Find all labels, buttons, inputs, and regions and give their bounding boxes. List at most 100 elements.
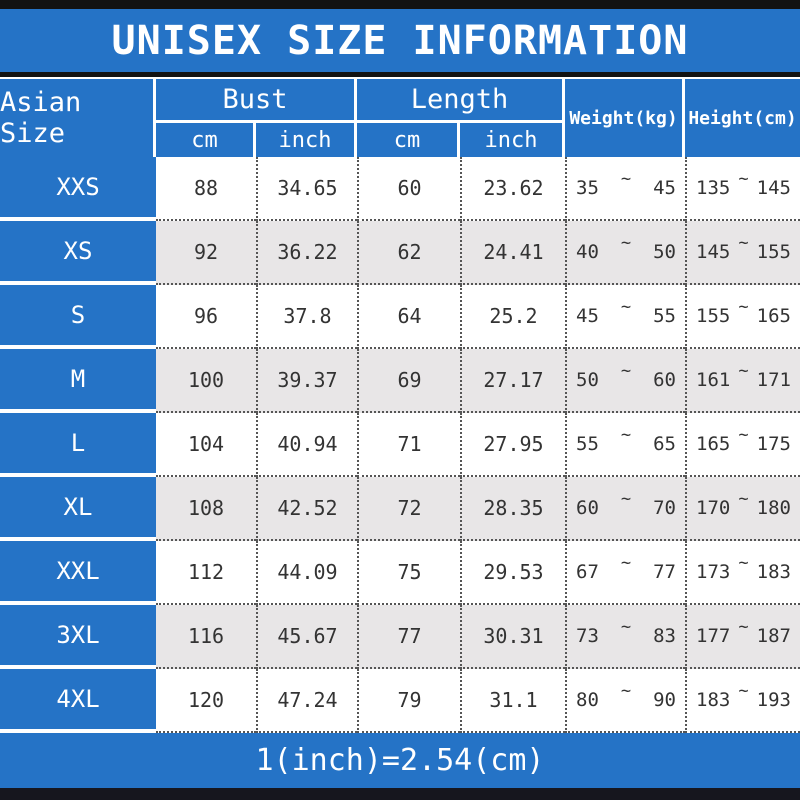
tilde-separator: ~ xyxy=(620,361,632,381)
header-height: Height(cm) xyxy=(685,79,800,157)
weight-range-cell: 45 ~55 xyxy=(565,285,685,349)
weight-range-cell: 80 ~90 xyxy=(565,669,685,733)
weight-min: 45 xyxy=(576,305,599,327)
table-header: Asian Size Bust Length Weight(kg) Height… xyxy=(0,79,800,157)
height-min: 170 xyxy=(696,497,731,519)
height-min: 161 xyxy=(696,369,731,391)
weight-range-cell: 35 ~45 xyxy=(565,157,685,221)
value-cell: 23.62 xyxy=(460,157,565,221)
height-range-cell: 135 ~145 xyxy=(685,157,800,221)
value-cell: 29.53 xyxy=(460,541,565,605)
value-cell: 112 xyxy=(156,541,256,605)
height-range-cell: 173 ~183 xyxy=(685,541,800,605)
weight-max: 65 xyxy=(653,433,676,455)
title-divider xyxy=(0,72,800,77)
tilde-separator: ~ xyxy=(738,553,749,573)
value-cell: 69 xyxy=(357,349,460,413)
weight-max: 45 xyxy=(653,177,676,199)
value-cell: 60 xyxy=(357,157,460,221)
size-label-cell: XXS xyxy=(0,157,156,221)
header-top-gap xyxy=(0,77,800,79)
weight-min: 40 xyxy=(576,241,599,263)
tilde-separator: ~ xyxy=(620,553,632,573)
value-cell: 104 xyxy=(156,413,256,477)
weight-max: 70 xyxy=(653,497,676,519)
bottom-border-bar xyxy=(0,788,800,800)
height-min: 155 xyxy=(696,305,731,327)
value-cell: 42.52 xyxy=(256,477,357,541)
height-min: 173 xyxy=(696,561,731,583)
height-range-cell: 183 ~193 xyxy=(685,669,800,733)
conversion-note: 1(inch)=2.54(cm) xyxy=(255,743,545,778)
height-max: 145 xyxy=(756,177,791,199)
height-min: 177 xyxy=(696,625,731,647)
tilde-separator: ~ xyxy=(738,169,749,189)
tilde-separator: ~ xyxy=(620,425,632,445)
value-cell: 72 xyxy=(357,477,460,541)
value-cell: 34.65 xyxy=(256,157,357,221)
value-cell: 37.8 xyxy=(256,285,357,349)
value-cell: 31.1 xyxy=(460,669,565,733)
page-title: UNISEX SIZE INFORMATION xyxy=(111,17,689,64)
height-min: 165 xyxy=(696,433,731,455)
weight-min: 50 xyxy=(576,369,599,391)
tilde-separator: ~ xyxy=(620,681,632,701)
value-cell: 120 xyxy=(156,669,256,733)
header-bust-cm: cm xyxy=(156,123,256,157)
value-cell: 27.95 xyxy=(460,413,565,477)
height-range-cell: 170 ~180 xyxy=(685,477,800,541)
header-weight: Weight(kg) xyxy=(565,79,685,157)
value-cell: 47.24 xyxy=(256,669,357,733)
height-max: 171 xyxy=(756,369,791,391)
height-max: 165 xyxy=(756,305,791,327)
height-range-cell: 161 ~171 xyxy=(685,349,800,413)
weight-max: 90 xyxy=(653,689,676,711)
weight-range-cell: 55 ~65 xyxy=(565,413,685,477)
height-range-cell: 177 ~187 xyxy=(685,605,800,669)
height-range-cell: 155 ~165 xyxy=(685,285,800,349)
header-bust-inch: inch xyxy=(256,123,357,157)
value-cell: 25.2 xyxy=(460,285,565,349)
tilde-separator: ~ xyxy=(620,489,632,509)
tilde-separator: ~ xyxy=(738,425,749,445)
value-cell: 62 xyxy=(357,221,460,285)
tilde-separator: ~ xyxy=(738,297,749,317)
header-asian-size: Asian Size xyxy=(0,79,156,157)
weight-max: 83 xyxy=(653,625,676,647)
weight-max: 77 xyxy=(653,561,676,583)
value-cell: 36.22 xyxy=(256,221,357,285)
size-label-cell: S xyxy=(0,285,156,349)
height-range-cell: 145 ~155 xyxy=(685,221,800,285)
tilde-separator: ~ xyxy=(620,297,632,317)
header-length-cm: cm xyxy=(357,123,460,157)
size-label-cell: L xyxy=(0,413,156,477)
value-cell: 88 xyxy=(156,157,256,221)
tilde-separator: ~ xyxy=(738,233,749,253)
weight-min: 67 xyxy=(576,561,599,583)
value-cell: 77 xyxy=(357,605,460,669)
value-cell: 27.17 xyxy=(460,349,565,413)
weight-range-cell: 60 ~70 xyxy=(565,477,685,541)
size-label-cell: XXL xyxy=(0,541,156,605)
tilde-separator: ~ xyxy=(738,361,749,381)
size-label-cell: M xyxy=(0,349,156,413)
weight-range-cell: 67 ~77 xyxy=(565,541,685,605)
weight-range-cell: 50 ~60 xyxy=(565,349,685,413)
size-label-cell: 3XL xyxy=(0,605,156,669)
weight-max: 55 xyxy=(653,305,676,327)
height-max: 193 xyxy=(756,689,791,711)
value-cell: 28.35 xyxy=(460,477,565,541)
weight-min: 60 xyxy=(576,497,599,519)
tilde-separator: ~ xyxy=(738,681,749,701)
footer-band: 1(inch)=2.54(cm) xyxy=(0,733,800,788)
header-length-inch: inch xyxy=(460,123,565,157)
weight-range-cell: 40 ~50 xyxy=(565,221,685,285)
value-cell: 30.31 xyxy=(460,605,565,669)
height-max: 187 xyxy=(756,625,791,647)
height-max: 180 xyxy=(756,497,791,519)
title-band: UNISEX SIZE INFORMATION xyxy=(0,9,800,72)
value-cell: 96 xyxy=(156,285,256,349)
weight-min: 55 xyxy=(576,433,599,455)
value-cell: 75 xyxy=(357,541,460,605)
